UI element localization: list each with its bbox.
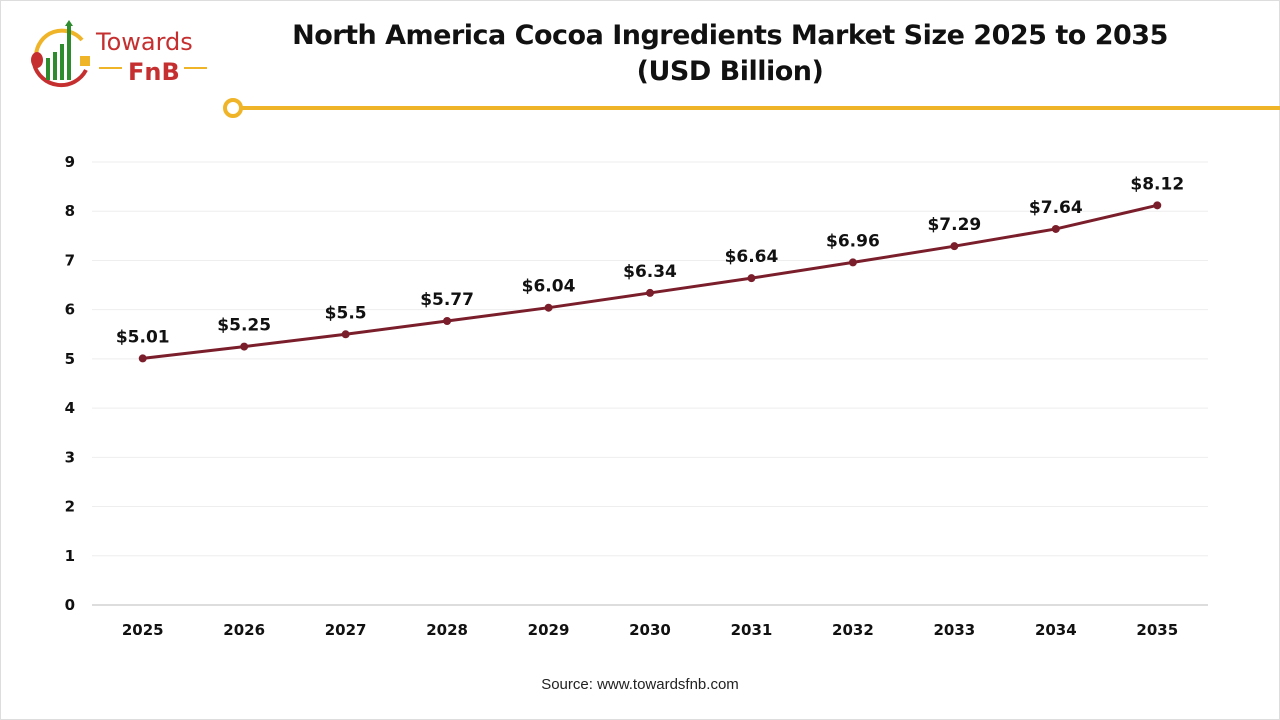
- data-point: [848, 258, 857, 267]
- x-tick-label: 2030: [629, 621, 671, 639]
- data-label: $6.96: [826, 231, 880, 251]
- towards-fnb-logo: Towards FnB: [31, 20, 207, 88]
- x-tick-label: 2032: [832, 621, 874, 639]
- y-tick-label: 9: [65, 153, 75, 171]
- data-label: $7.29: [927, 215, 981, 235]
- x-tick-label: 2028: [426, 621, 468, 639]
- data-point: [1153, 201, 1162, 210]
- data-label: $5.77: [420, 290, 474, 310]
- y-tick-label: 8: [65, 202, 75, 220]
- data-label: $6.04: [522, 277, 576, 297]
- data-point: [950, 242, 959, 251]
- data-point: [747, 274, 756, 283]
- y-tick-label: 0: [65, 596, 75, 614]
- x-tick-label: 2031: [731, 621, 773, 639]
- data-point: [138, 354, 147, 363]
- x-tick-label: 2025: [122, 621, 164, 639]
- data-label: $6.64: [725, 247, 779, 267]
- y-tick-label: 3: [65, 448, 75, 466]
- data-label: $5.5: [325, 303, 367, 323]
- logo-text-top: Towards: [95, 28, 193, 56]
- data-point: [341, 330, 350, 339]
- y-tick-label: 1: [65, 547, 75, 565]
- chart-title: North America Cocoa Ingredients Market S…: [230, 18, 1230, 90]
- data-point: [240, 342, 249, 351]
- y-tick-label: 2: [65, 498, 75, 516]
- x-tick-label: 2026: [223, 621, 265, 639]
- data-point: [544, 303, 553, 312]
- data-point: [443, 316, 452, 325]
- y-tick-label: 6: [65, 301, 75, 319]
- data-label: $8.12: [1130, 174, 1184, 194]
- x-tick-label: 2034: [1035, 621, 1077, 639]
- chart-subtitle: (USD Billion): [636, 56, 824, 87]
- data-label: $6.34: [623, 262, 677, 282]
- data-label: $7.64: [1029, 198, 1083, 218]
- y-tick-label: 5: [65, 350, 75, 368]
- source-note: Source: www.towardsfnb.com: [541, 676, 739, 693]
- logo-text-bottom: FnB: [128, 58, 180, 86]
- x-tick-label: 2033: [933, 621, 975, 639]
- chart-title-main: North America Cocoa Ingredients Market S…: [292, 20, 1168, 51]
- x-tick-label: 2029: [528, 621, 570, 639]
- header-accent-dot: [223, 98, 243, 118]
- y-tick-label: 7: [65, 251, 75, 269]
- data-label: $5.01: [116, 327, 170, 347]
- y-tick-label: 4: [65, 399, 75, 417]
- data-label: $5.25: [217, 316, 271, 336]
- x-tick-label: 2035: [1136, 621, 1178, 639]
- data-point: [1051, 224, 1060, 233]
- data-point: [646, 288, 654, 297]
- x-tick-label: 2027: [325, 621, 367, 639]
